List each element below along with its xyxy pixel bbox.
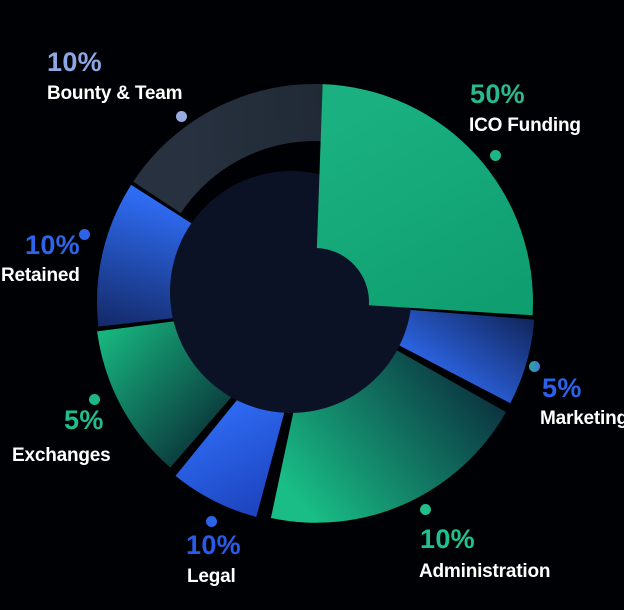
administration-dot [419,503,431,515]
marketing-percent-label: 5% [542,373,582,403]
bounty-team-dot [175,110,187,122]
legal-name-label: Legal [187,566,236,587]
marketing-dot [528,360,540,372]
administration-name-label: Administration [419,561,551,582]
ico-funding-percent-label: 50% [470,79,525,109]
exchanges-dot [88,393,100,405]
retained-name-label: Retained [1,265,80,286]
legal-dot [205,515,217,527]
exchanges-percent-label: 5% [64,405,104,435]
segment-ico-funding [316,84,533,316]
exchanges-name-label: Exchanges [12,445,111,466]
segment-bounty-team [133,83,323,214]
bounty-team-percent-label: 10% [47,47,102,77]
ico-funding-dot [489,149,501,161]
retained-percent-label: 10% [25,230,80,260]
marketing-name-label: Marketing [540,408,624,429]
ico-funding-name-label: ICO Funding [469,115,581,136]
bounty-team-name-label: Bounty & Team [47,83,183,104]
administration-percent-label: 10% [420,524,475,554]
legal-percent-label: 10% [186,530,241,560]
retained-dot [78,228,90,240]
